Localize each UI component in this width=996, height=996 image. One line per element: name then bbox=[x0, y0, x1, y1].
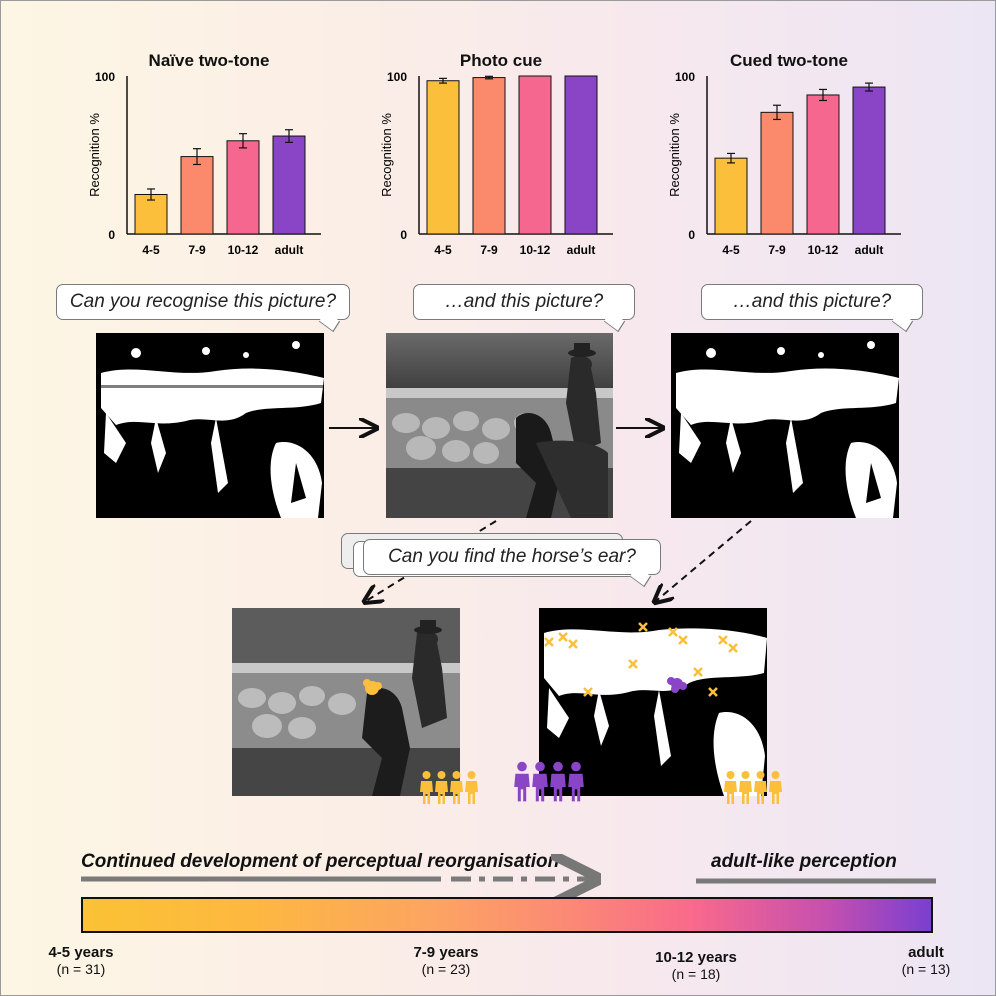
y-tick-label: 0 bbox=[400, 228, 407, 242]
x-tick-label: 4-5 bbox=[722, 243, 740, 257]
bubble-text: Can you find the horse’s ear? bbox=[388, 546, 636, 567]
y-tick-label: 100 bbox=[387, 70, 407, 84]
x-tick-label: 7-9 bbox=[768, 243, 786, 257]
x-tick-label: adult bbox=[275, 243, 304, 257]
y-tick-label: 0 bbox=[108, 228, 115, 242]
bar-adult bbox=[852, 86, 886, 235]
chart-svg: 100 0 Recognition % 4-5 7-9 10-12 adult bbox=[379, 70, 613, 257]
age-label-10-12: 10-12 years (n = 18) bbox=[655, 949, 737, 982]
people-icon-group-children bbox=[419, 770, 479, 804]
ear-click-marks-adults bbox=[667, 677, 687, 693]
two-tone-image-naive bbox=[96, 333, 324, 518]
x-tick-label: 10-12 bbox=[228, 243, 259, 257]
chart-naive-two-tone: Naïve two-tone 100 0 Recognition % 4-5 7-9 10… bbox=[87, 46, 329, 286]
person-icon bbox=[420, 771, 433, 804]
x-tick-label: 10-12 bbox=[808, 243, 839, 257]
bar-7-9 bbox=[472, 77, 506, 235]
photo-ear-responses bbox=[232, 608, 460, 796]
bar-10-12 bbox=[518, 75, 552, 235]
bar-4-5 bbox=[714, 157, 748, 235]
chart-svg: 100 0 Recognition % 4-5 7-9 10-12 adult bbox=[87, 70, 321, 257]
development-label: Continued development of perceptual reor… bbox=[81, 851, 560, 872]
photo-cue-image bbox=[386, 333, 613, 518]
photo-shapes bbox=[386, 333, 613, 518]
person-icon bbox=[724, 771, 737, 804]
age-label-adult: adult (n = 13) bbox=[901, 944, 951, 977]
chart-title: Photo cue bbox=[459, 51, 543, 70]
chart-svg: 100 0 Recognition % 4-5 7-9 10-12 adult bbox=[667, 70, 901, 257]
adult-like-label: adult-like perception bbox=[711, 851, 897, 872]
person-icon bbox=[754, 771, 767, 804]
y-axis-label: Recognition % bbox=[87, 113, 102, 197]
ear-click-marks-children bbox=[544, 622, 738, 697]
person-icon bbox=[550, 761, 566, 802]
bar-4-5 bbox=[426, 80, 460, 235]
two-tone-shapes bbox=[544, 622, 767, 796]
bar-adult bbox=[564, 75, 598, 235]
bar-4-5 bbox=[134, 194, 168, 235]
y-tick-label: 100 bbox=[95, 70, 115, 84]
age-label-4-5: 4-5 years (n = 31) bbox=[48, 944, 114, 977]
bar-7-9 bbox=[760, 111, 794, 235]
chart-cued-two-tone: Cued two-tone 100 0 Recognition % 4-5 7-9 10-… bbox=[667, 46, 909, 286]
person-icon bbox=[532, 761, 548, 802]
bubble-find-ear: Can you find the horse’s ear? bbox=[363, 539, 661, 588]
person-icon bbox=[465, 771, 478, 804]
two-tone-shapes bbox=[676, 341, 899, 518]
bar-10-12 bbox=[806, 94, 840, 235]
age-label-7-9: 7-9 years (n = 23) bbox=[413, 944, 479, 977]
x-tick-label: 7-9 bbox=[480, 243, 498, 257]
person-icon bbox=[568, 761, 584, 802]
bubble-photo: …and this picture? bbox=[413, 284, 635, 333]
photo-shapes bbox=[232, 608, 460, 796]
bar-adult bbox=[272, 135, 306, 235]
y-tick-label: 100 bbox=[675, 70, 695, 84]
people-icon-group-children-2 bbox=[723, 770, 783, 804]
bubble-text: …and this picture? bbox=[732, 291, 892, 312]
bubble-recognise: Can you recognise this picture? bbox=[56, 284, 350, 333]
arrow-dashed-right bbox=[656, 520, 752, 601]
age-gradient-bar bbox=[81, 897, 933, 933]
person-icon bbox=[435, 771, 448, 804]
bar-7-9 bbox=[180, 156, 214, 235]
x-tick-label: adult bbox=[567, 243, 596, 257]
people-icon-group-adults bbox=[513, 758, 585, 804]
y-axis-label: Recognition % bbox=[379, 113, 394, 197]
person-icon bbox=[739, 771, 752, 804]
x-tick-label: 7-9 bbox=[188, 243, 206, 257]
chart-title: Cued two-tone bbox=[729, 51, 849, 70]
chart-photo-cue: Photo cue 100 0 Recognition % 4-5 7-9 10-12 ad… bbox=[379, 46, 621, 286]
person-icon bbox=[450, 771, 463, 804]
two-tone-shapes bbox=[96, 341, 324, 518]
chart-title: Naïve two-tone bbox=[148, 51, 270, 70]
x-tick-label: 4-5 bbox=[434, 243, 452, 257]
x-tick-label: 4-5 bbox=[142, 243, 160, 257]
bubble-text: …and this picture? bbox=[444, 291, 604, 312]
y-tick-label: 0 bbox=[688, 228, 695, 242]
bubble-text: Can you recognise this picture? bbox=[69, 291, 337, 312]
y-axis-label: Recognition % bbox=[667, 113, 682, 197]
person-icon bbox=[769, 771, 782, 804]
x-tick-label: 10-12 bbox=[520, 243, 551, 257]
person-icon bbox=[514, 761, 530, 802]
bar-10-12 bbox=[226, 140, 260, 235]
x-tick-label: adult bbox=[855, 243, 884, 257]
bubble-cued: …and this picture? bbox=[701, 284, 923, 333]
two-tone-image-cued bbox=[671, 333, 899, 518]
